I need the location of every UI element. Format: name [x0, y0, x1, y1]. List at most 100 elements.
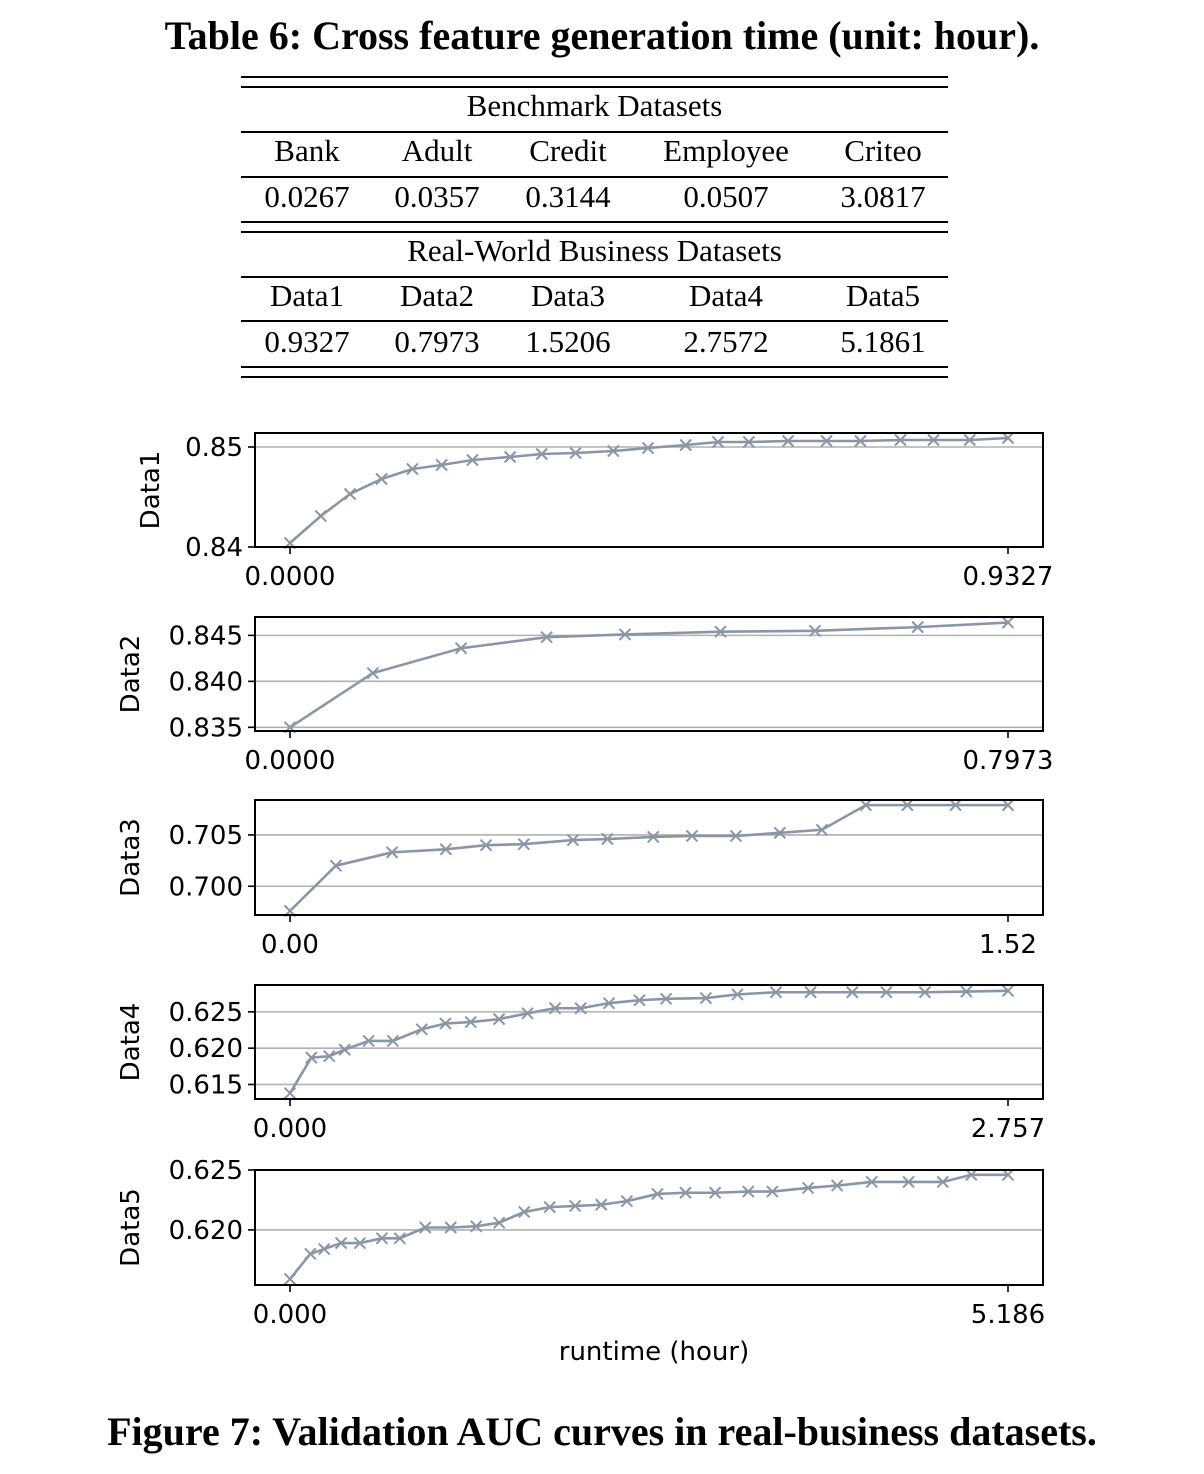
x-tick-label: 0.000 — [253, 1114, 327, 1144]
table-rule — [241, 376, 948, 378]
cell-value: 0.7973 — [394, 324, 480, 359]
data-point-marker — [595, 1198, 608, 1211]
y-tick-label: 0.620 — [169, 1034, 243, 1064]
column-header: Criteo — [844, 133, 922, 168]
y-tick-label: 0.625 — [169, 998, 243, 1028]
data-point-marker — [742, 1185, 755, 1198]
x-tick-label: 0.00 — [261, 930, 319, 960]
y-tick-label: 0.835 — [169, 713, 243, 743]
data-point-marker — [415, 1023, 428, 1036]
group-label: Real-World Business Datasets — [407, 233, 782, 268]
data-point-marker — [607, 444, 620, 458]
y-axis-label: Data3 — [116, 818, 146, 897]
data-point-marker — [366, 666, 380, 680]
data-point-marker — [317, 1242, 331, 1256]
chart-panel-data5: 0.620 0.625 0.000 5.186 Data5 runtime (hour) — [116, 1156, 1045, 1367]
data-point-marker — [385, 846, 399, 859]
data-point-marker — [731, 988, 744, 1001]
data-point-marker — [766, 1185, 779, 1198]
data-point-marker — [386, 1034, 400, 1048]
data-point-marker — [769, 986, 783, 999]
chart-panel-data2: 0.835 0.840 0.845 0.0000 0.7973 Data2 — [116, 616, 1053, 776]
data-point-marker — [781, 434, 795, 448]
data-point-marker — [1001, 798, 1015, 812]
data-point-marker — [334, 1236, 348, 1250]
data-point-marker — [419, 1221, 432, 1234]
data-point-marker — [283, 1086, 297, 1100]
column-header: Credit — [529, 133, 607, 168]
data-point-marker — [894, 433, 907, 447]
data-point-marker — [960, 985, 973, 998]
cell-value: 0.9327 — [264, 324, 350, 359]
y-axis-label: Data4 — [116, 1003, 146, 1082]
table-rule — [241, 176, 948, 178]
x-tick-label: 2.757 — [971, 1114, 1045, 1144]
data-point-marker — [439, 843, 453, 856]
data-point-marker — [393, 1232, 406, 1245]
auc-line — [289, 803, 1008, 912]
data-point-marker — [439, 1017, 452, 1030]
data-point-marker — [1001, 616, 1015, 629]
header-row: Bank Adult Credit Employee Criteo — [241, 133, 948, 173]
data-point-marker — [820, 434, 833, 448]
data-point-marker — [444, 1221, 457, 1234]
data-point-marker — [601, 832, 614, 846]
data-point-marker — [517, 837, 531, 851]
data-point-marker — [815, 823, 829, 836]
y-axis-label: Data1 — [136, 451, 166, 530]
cell-value: 0.0357 — [394, 179, 480, 214]
data-point-marker — [801, 1181, 815, 1195]
cell-value: 5.1861 — [840, 324, 926, 359]
table-rule — [241, 320, 948, 322]
data-point-marker — [569, 446, 582, 460]
data-point-marker — [464, 1015, 477, 1029]
column-header: Adult — [401, 133, 473, 168]
value-row: 0.9327 0.7973 1.5206 2.7572 5.1861 — [241, 324, 948, 364]
column-header: Data1 — [269, 278, 345, 313]
data-point-marker — [659, 992, 673, 1006]
data-point-marker — [323, 1049, 336, 1063]
data-point-marker — [711, 435, 725, 449]
data-point-marker — [518, 1205, 531, 1219]
data-point-marker — [470, 1220, 483, 1233]
data-point-marker — [918, 986, 932, 999]
data-point-marker — [375, 472, 388, 486]
data-point-marker — [304, 1247, 317, 1261]
value-row: 0.0267 0.0357 0.3144 0.0507 3.0817 — [241, 179, 948, 219]
data-point-marker — [651, 1187, 664, 1201]
column-header: Bank — [274, 133, 340, 168]
data-point-marker — [742, 435, 756, 449]
cell-value: 1.5206 — [525, 324, 611, 359]
data-point-marker — [647, 830, 660, 844]
y-axis-label: Data5 — [116, 1188, 146, 1267]
chart-panel-data3: 0.700 0.705 0.00 1.52 Data3 — [116, 798, 1044, 960]
data-point-marker — [808, 624, 822, 637]
data-point-marker — [685, 829, 699, 843]
auc-line — [289, 436, 1009, 544]
plot-frame — [254, 1169, 1044, 1286]
data-point-marker — [353, 1236, 367, 1250]
table-rule — [241, 131, 948, 133]
table-title: Table 6: Cross feature generation time (… — [164, 13, 1040, 58]
data-point-marker — [679, 438, 692, 452]
header-row: Data1 Data2 Data3 Data4 Data5 — [241, 278, 948, 318]
data-point-marker — [949, 798, 962, 812]
data-point-marker — [566, 833, 580, 847]
data-point-marker — [714, 625, 727, 638]
data-point-marker — [466, 453, 479, 467]
x-tick-label: 0.0000 — [245, 746, 336, 776]
data-point-marker — [521, 1007, 534, 1020]
data-point-marker — [540, 631, 553, 644]
figure-caption: Figure 7: Validation AUC curves in real-… — [107, 1409, 1097, 1454]
data-point-marker — [406, 462, 419, 476]
plot-frame — [254, 799, 1044, 916]
data-point-marker — [679, 1186, 692, 1199]
data-point-marker — [362, 1034, 375, 1048]
data-point-marker — [314, 509, 327, 523]
column-header: Data5 — [845, 278, 921, 313]
data-point-marker — [699, 991, 713, 1005]
table-rule — [241, 221, 948, 223]
data-point-marker — [343, 487, 357, 501]
